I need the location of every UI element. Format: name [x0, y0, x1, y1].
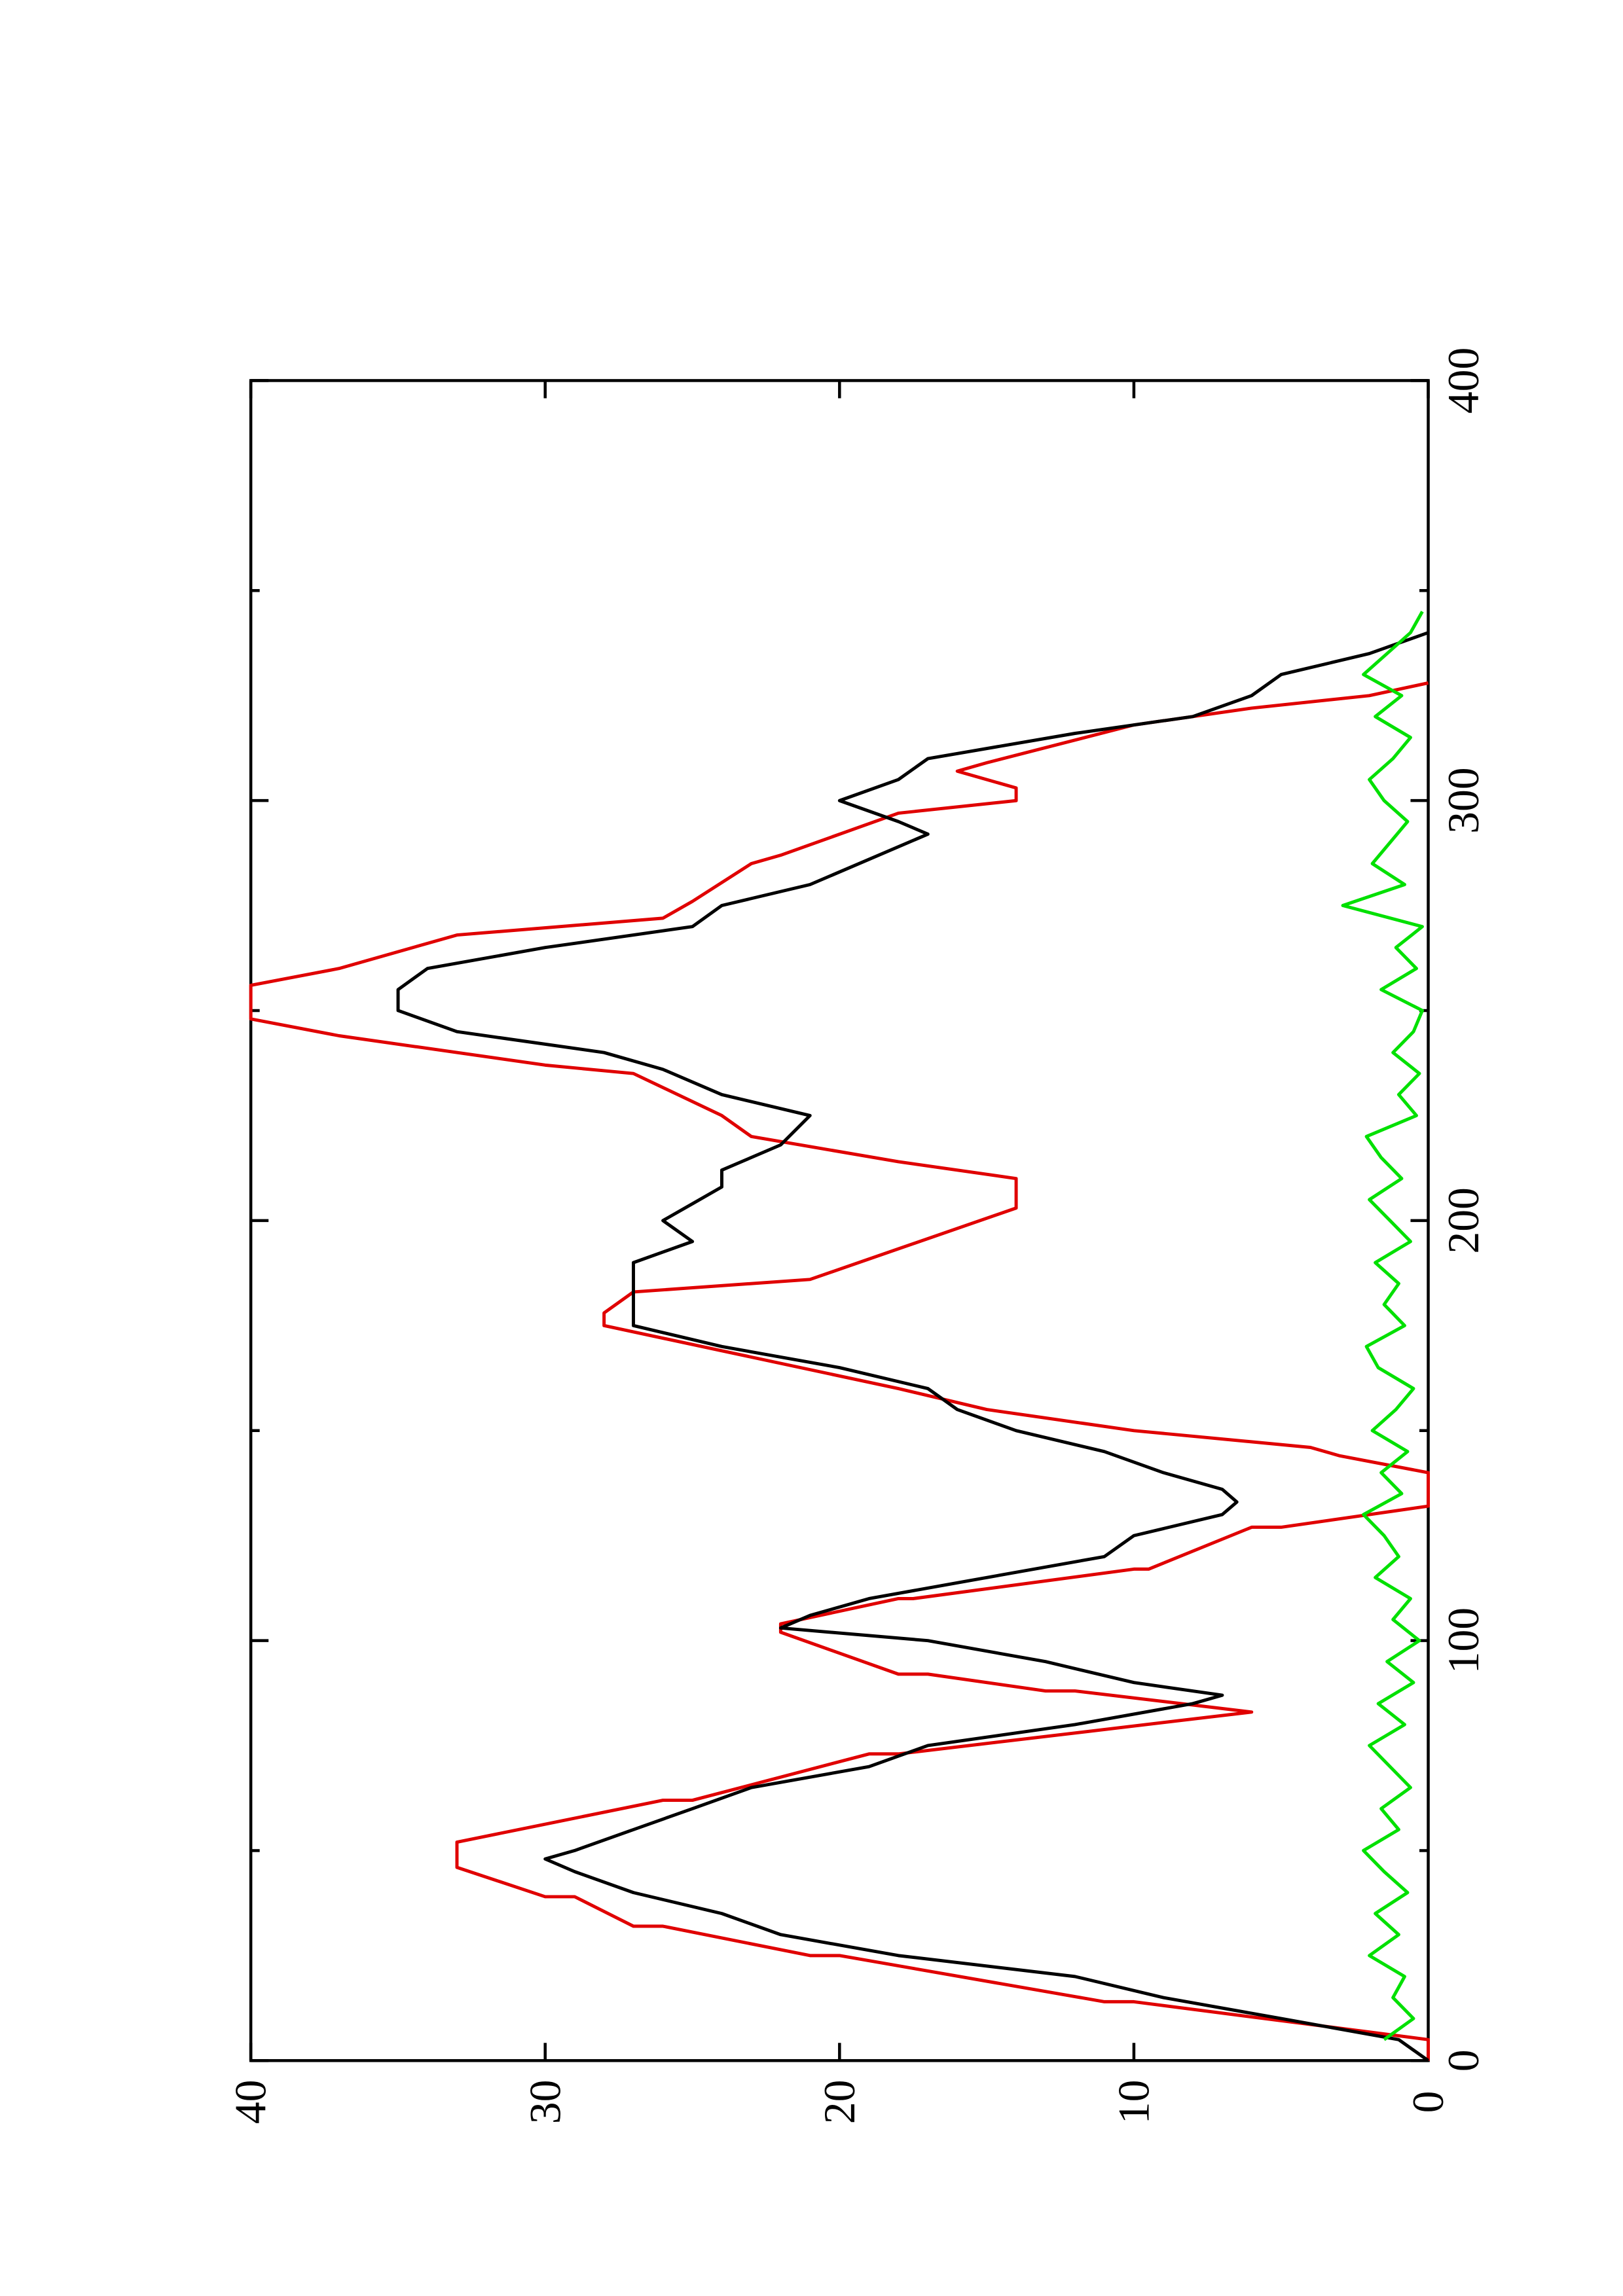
y-tick-label: 10	[1109, 2080, 1158, 2125]
y-tick-label: 0	[1404, 2091, 1453, 2113]
plot-frame	[249, 379, 1430, 2062]
x-tick-label: 200	[1439, 1187, 1488, 1253]
series-line	[249, 681, 1430, 2061]
y-tick-label: 40	[227, 2080, 276, 2125]
x-tick-label: 100	[1439, 1607, 1488, 1674]
series-line	[396, 631, 1429, 2062]
y-tick-label: 20	[815, 2080, 864, 2125]
x-tick-label: 300	[1439, 767, 1488, 833]
x-tick-label: 0	[1439, 2049, 1488, 2072]
y-tick-label: 30	[520, 2080, 570, 2125]
series-line	[1341, 611, 1424, 2041]
x-tick-label: 400	[1439, 348, 1488, 414]
